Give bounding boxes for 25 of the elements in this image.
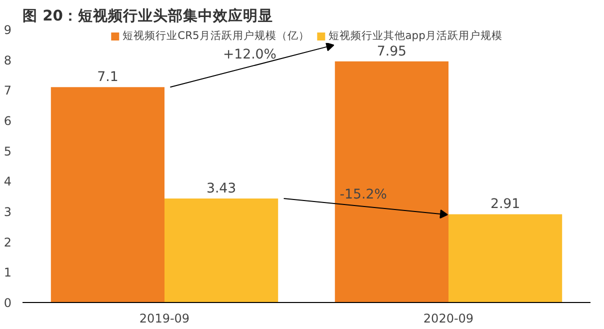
- data-label: 3.43: [206, 181, 236, 196]
- bar: [448, 214, 562, 302]
- annotation: -15.2%: [340, 187, 387, 202]
- y-tick-label: 7: [4, 84, 12, 98]
- y-tick-label: 8: [4, 53, 12, 68]
- legend-label: 短视频行业CR5月活跃用户规模（亿）: [122, 29, 310, 43]
- bar: [334, 61, 448, 302]
- annotation: +12.0%: [222, 48, 276, 63]
- y-tick-label: 0: [4, 296, 12, 310]
- y-tick-label: 1: [4, 266, 12, 280]
- bar: [50, 87, 164, 302]
- y-tick-label: 2: [4, 235, 12, 250]
- y-tick-label: 4: [4, 174, 12, 189]
- y-tick-label: 6: [4, 114, 12, 128]
- x-tick-label: 2019-09: [139, 312, 190, 326]
- y-tick-label: 5: [4, 144, 12, 158]
- x-tick-label: 2020-09: [423, 312, 474, 326]
- legend-label: 短视频行业其他app月活跃用户规模: [328, 29, 502, 43]
- chart-title: 图 20：短视频行业头部集中效应明显: [22, 6, 273, 24]
- bar: [164, 198, 278, 302]
- data-label: 7.1: [97, 70, 118, 86]
- y-tick-label: 3: [4, 205, 12, 219]
- y-tick-label: 9: [4, 23, 12, 37]
- data-label: 7.95: [376, 44, 407, 60]
- data-label: 2.91: [490, 197, 520, 212]
